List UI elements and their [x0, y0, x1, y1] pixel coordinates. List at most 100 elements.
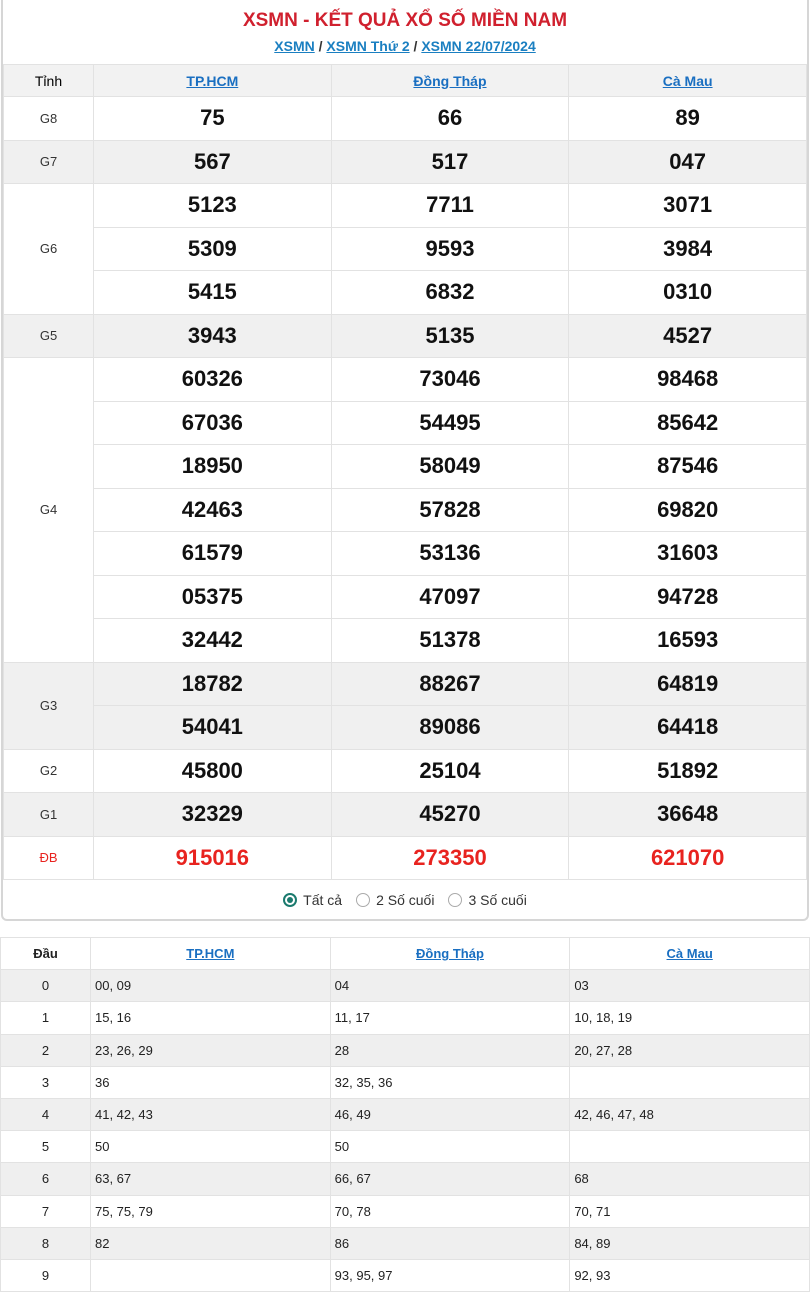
prize-number: 67036 [93, 400, 332, 445]
prize-label: G7 [3, 139, 94, 184]
prize-number: 16593 [568, 618, 807, 663]
filter-radio-2[interactable]: 3 Số cuối [448, 892, 527, 908]
prize-row: 18950 58049 87546 [4, 444, 807, 489]
loto-numbers: 75, 75, 79 [90, 1194, 331, 1228]
prize-number: 98468 [568, 357, 807, 402]
loto-row: 5 50 50 [0, 1130, 810, 1164]
prize-number: 5415 [93, 270, 332, 315]
loto-head-digit: 7 [0, 1194, 91, 1228]
loto-numbers: 70, 71 [569, 1194, 810, 1228]
prize-number: 45270 [330, 792, 570, 837]
loto-numbers [569, 1065, 810, 1099]
filter-radio-label: Tất cả [303, 892, 343, 908]
prize-number: 69820 [568, 487, 807, 532]
loto-row: 0 00, 09 04 03 [0, 969, 810, 1003]
breadcrumb: XSMN / XSMN Thứ 2 / XSMN 22/07/2024 [274, 38, 536, 54]
loto-row: 8 82 86 84, 89 [0, 1226, 810, 1260]
prize-row: G6 5123 7711 3071 [3, 183, 807, 315]
loto-head-digit: 2 [0, 1033, 91, 1067]
prize-number: 51892 [568, 748, 807, 793]
loto-numbers: 63, 67 [90, 1162, 331, 1196]
prize-number: 7711 [330, 183, 570, 228]
loto-row: 9 93, 95, 97 92, 93 [0, 1258, 810, 1292]
prize-number: 47097 [330, 574, 570, 619]
prize-number: 36648 [568, 792, 807, 837]
breadcrumb-xsmn-thu2[interactable]: XSMN Thứ 2 [326, 38, 410, 54]
prize-number: 89 [568, 96, 807, 141]
prize-number: 915016 [93, 835, 332, 880]
prize-number: 4527 [568, 313, 807, 358]
prize-label: G1 [3, 792, 94, 837]
breadcrumb-xsmn[interactable]: XSMN [274, 38, 315, 54]
radio-circle-icon[interactable] [448, 893, 463, 907]
loto-row: 2 23, 26, 29 28 20, 27, 28 [0, 1033, 810, 1067]
prize-number: 58049 [330, 444, 570, 489]
page-title: XSMN - KẾT QUẢ XỔ SỐ MIỀN NAM [242, 10, 568, 31]
prize-number: 51378 [330, 618, 570, 663]
prize-label: ĐB [3, 835, 94, 880]
prize-number: 18782 [93, 661, 332, 706]
loto-numbers: 93, 95, 97 [329, 1258, 571, 1292]
prize-number: 66 [330, 96, 570, 141]
prize-row: G8 75 66 89 [3, 96, 807, 141]
filter-radio-0[interactable]: Tất cả [283, 892, 342, 908]
prize-row: 42463 57828 69820 [4, 487, 807, 532]
loto-numbers: 50 [329, 1130, 571, 1164]
prize-number: 3071 [568, 183, 807, 228]
prize-number: 89086 [330, 705, 570, 750]
loto-header-label: Đầu [0, 936, 91, 971]
loto-head-digit: 3 [0, 1065, 91, 1099]
prize-number: 5309 [93, 226, 332, 271]
filter-radio-label: 2 Số cuối [376, 892, 435, 908]
loto-numbers: 92, 93 [569, 1258, 810, 1292]
loto-table: Đầu TP.HCM Đồng Tháp Cà Mau 0 00, 09 04 03 1… [0, 936, 810, 1292]
prize-row: 5415 6832 0310 [4, 270, 807, 315]
loto-numbers [569, 1130, 810, 1164]
prize-number: 9593 [330, 226, 570, 271]
prize-number: 32442 [93, 618, 332, 663]
filter-radio-1[interactable]: 2 Số cuối [356, 892, 434, 908]
loto-province-ca-mau[interactable]: Cà Mau [666, 946, 713, 962]
prize-row: 61579 53136 31603 [4, 531, 807, 576]
loto-numbers: 36 [90, 1065, 331, 1099]
province-link-tphcm[interactable]: TP.HCM [186, 72, 239, 89]
prize-number: 64819 [568, 661, 807, 706]
prize-number: 54495 [330, 400, 570, 445]
loto-numbers: 86 [329, 1226, 571, 1260]
province-link-ca-mau[interactable]: Cà Mau [662, 72, 713, 89]
breadcrumb-xsmn-date[interactable]: XSMN 22/07/2024 [421, 38, 536, 54]
loto-head-digit: 4 [0, 1097, 91, 1132]
radio-circle-icon[interactable] [283, 893, 298, 907]
prize-number: 3943 [93, 313, 332, 358]
prize-number: 047 [568, 139, 807, 184]
province-link-dong-thap[interactable]: Đồng Tháp [413, 72, 487, 89]
loto-numbers: 32, 35, 36 [329, 1065, 571, 1099]
loto-head-digit: 8 [0, 1226, 91, 1260]
results-table: Tỉnh TP.HCM Đồng Tháp Cà Mau G8 75 66 89 G7 5… [3, 64, 807, 880]
prize-number: 05375 [93, 574, 332, 619]
loto-numbers: 84, 89 [569, 1226, 810, 1260]
prize-number: 31603 [568, 531, 807, 576]
loto-row: 3 36 32, 35, 36 [0, 1065, 810, 1099]
filter-radio-label: 3 Số cuối [468, 892, 527, 908]
prize-number: 517 [330, 139, 570, 184]
prize-number: 621070 [568, 835, 807, 880]
prize-row: G1 32329 45270 36648 [3, 792, 807, 837]
loto-province-tphcm[interactable]: TP.HCM [186, 946, 235, 962]
loto-numbers: 04 [329, 969, 571, 1003]
loto-numbers: 70, 78 [329, 1194, 571, 1228]
prize-number: 87546 [568, 444, 807, 489]
prize-row: G7 567 517 047 [3, 139, 807, 184]
prize-number: 42463 [93, 487, 332, 532]
prize-number: 54041 [93, 705, 332, 750]
loto-head-digit: 9 [0, 1258, 91, 1292]
radio-circle-icon[interactable] [356, 893, 371, 907]
prize-number: 53136 [330, 531, 570, 576]
loto-head-digit: 5 [0, 1130, 91, 1164]
prize-number: 32329 [93, 792, 332, 837]
loto-head-digit: 0 [0, 969, 91, 1003]
loto-numbers: 00, 09 [90, 969, 331, 1003]
prize-row: G4 60326 73046 98468 [3, 357, 807, 663]
loto-province-dong-thap[interactable]: Đồng Tháp [416, 946, 484, 962]
loto-row: 4 41, 42, 43 46, 49 42, 46, 47, 48 [0, 1097, 810, 1132]
